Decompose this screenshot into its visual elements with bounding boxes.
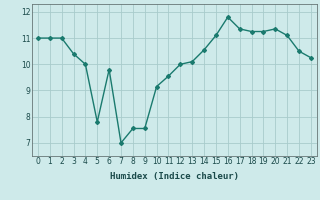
X-axis label: Humidex (Indice chaleur): Humidex (Indice chaleur) <box>110 172 239 181</box>
